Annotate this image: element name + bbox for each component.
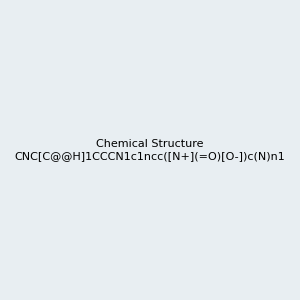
Text: Chemical Structure
CNC[C@@H]1CCCN1c1ncc([N+](=O)[O-])c(N)n1: Chemical Structure CNC[C@@H]1CCCN1c1ncc(… (15, 139, 285, 161)
